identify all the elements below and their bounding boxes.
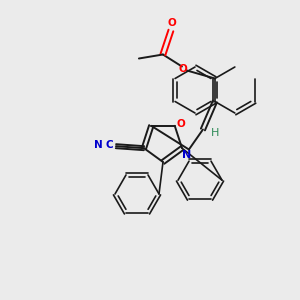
Text: O: O xyxy=(178,64,187,74)
Text: H: H xyxy=(211,128,219,137)
Text: O: O xyxy=(167,17,176,28)
Text: N: N xyxy=(94,140,102,150)
Text: N: N xyxy=(182,151,191,160)
Text: C: C xyxy=(105,140,113,150)
Text: O: O xyxy=(176,119,185,129)
